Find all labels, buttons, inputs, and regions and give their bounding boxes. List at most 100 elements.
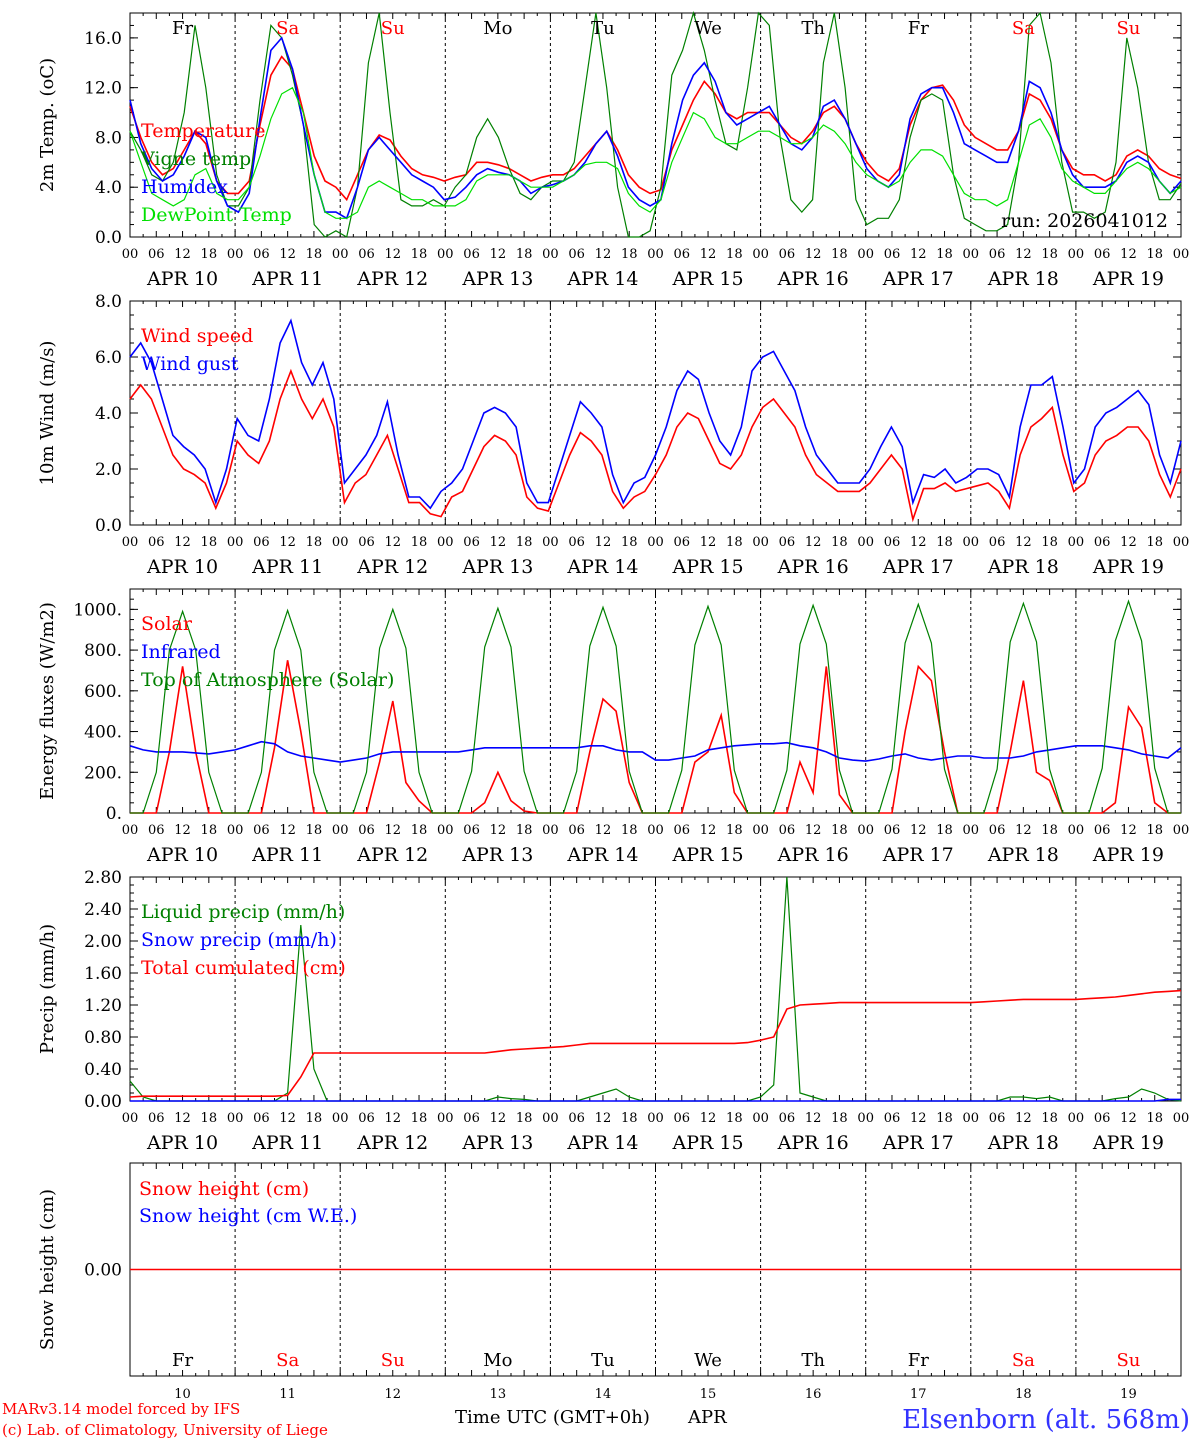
hour-label: 18 bbox=[936, 1111, 953, 1126]
weekday-label-bottom: Su bbox=[381, 1350, 405, 1371]
hour-label: 18 bbox=[516, 823, 533, 838]
hour-label: 12 bbox=[174, 247, 191, 262]
hour-label: 00 bbox=[1068, 1111, 1085, 1126]
day-label: APR 10 bbox=[146, 268, 218, 290]
day-label: APR 16 bbox=[777, 844, 849, 866]
weekday-label-bottom: Mo bbox=[483, 1350, 512, 1371]
hour-label: 00 bbox=[1068, 823, 1085, 838]
hour-label: 06 bbox=[463, 535, 480, 550]
y-tick-label: 2.0 bbox=[95, 460, 122, 480]
hour-label: 06 bbox=[1094, 247, 1111, 262]
day-label: APR 13 bbox=[461, 844, 533, 866]
day-number-label: 10 bbox=[174, 1387, 191, 1402]
hour-label: 06 bbox=[358, 823, 375, 838]
hour-label: 06 bbox=[989, 1111, 1006, 1126]
hour-label: 12 bbox=[384, 823, 401, 838]
legend-entry: Infrared bbox=[141, 641, 221, 663]
hour-label: 12 bbox=[700, 1111, 717, 1126]
y-tick-label: 6.0 bbox=[95, 348, 122, 368]
day-number-label: 17 bbox=[910, 1387, 927, 1402]
hour-label: 06 bbox=[358, 535, 375, 550]
hour-label: 00 bbox=[332, 247, 349, 262]
hour-label: 00 bbox=[1173, 823, 1190, 838]
day-label: APR 12 bbox=[356, 556, 428, 578]
hour-label: 06 bbox=[568, 535, 585, 550]
day-label: APR 19 bbox=[1092, 844, 1164, 866]
day-label: APR 18 bbox=[987, 268, 1059, 290]
day-label: APR 14 bbox=[566, 556, 638, 578]
day-label: APR 11 bbox=[251, 844, 323, 866]
y-tick-label: 16.0 bbox=[84, 29, 122, 49]
hour-label: 18 bbox=[306, 535, 323, 550]
hour-label: 06 bbox=[989, 247, 1006, 262]
day-label: APR 16 bbox=[777, 556, 849, 578]
y-tick-label: 0.00 bbox=[84, 1261, 122, 1281]
hour-label: 06 bbox=[463, 1111, 480, 1126]
day-label: APR 13 bbox=[461, 556, 533, 578]
hour-label: 06 bbox=[884, 247, 901, 262]
day-label: APR 11 bbox=[251, 556, 323, 578]
hour-label: 12 bbox=[805, 247, 822, 262]
day-number-label: 19 bbox=[1120, 1387, 1137, 1402]
hour-label: 00 bbox=[963, 247, 980, 262]
weekday-label-top: Sa bbox=[1012, 18, 1035, 39]
plot-frame bbox=[129, 588, 1182, 814]
hour-label: 00 bbox=[332, 1111, 349, 1126]
hour-label: 12 bbox=[805, 823, 822, 838]
y-tick-label: 600. bbox=[84, 682, 122, 702]
hour-label: 06 bbox=[884, 1111, 901, 1126]
hour-label: 18 bbox=[1041, 823, 1058, 838]
series-line bbox=[129, 740, 1182, 763]
hour-label: 12 bbox=[700, 823, 717, 838]
legend-entry: Snow height (cm) bbox=[139, 1178, 309, 1200]
day-label: APR 19 bbox=[1092, 268, 1164, 290]
day-number-label: 11 bbox=[279, 1387, 296, 1402]
hour-label: 06 bbox=[568, 247, 585, 262]
day-label: APR 16 bbox=[777, 268, 849, 290]
hour-label: 18 bbox=[1146, 823, 1163, 838]
y-tick-label: 8.0 bbox=[95, 292, 122, 312]
series-line bbox=[129, 368, 1182, 523]
hour-label: 18 bbox=[411, 247, 428, 262]
hour-label: 12 bbox=[700, 247, 717, 262]
day-label: APR 13 bbox=[461, 1132, 533, 1154]
hour-label: 00 bbox=[752, 1111, 769, 1126]
hour-label: 00 bbox=[963, 823, 980, 838]
panel-1: 0.0 4.0 8.0 12.0 16.0 2m Temp. (oC) Temperatur… bbox=[37, 10, 1190, 290]
day-label: APR 10 bbox=[146, 1132, 218, 1154]
hour-label: 18 bbox=[726, 535, 743, 550]
y-tick-label: 0.80 bbox=[84, 1028, 122, 1048]
hour-label: 12 bbox=[174, 823, 191, 838]
hour-label: 18 bbox=[936, 823, 953, 838]
day-label: APR 12 bbox=[356, 1132, 428, 1154]
panel-4: 0.00 0.40 0.80 1.20 1.60 2.00 2.40 2.80 Precip (… bbox=[37, 868, 1189, 1154]
hour-label: 12 bbox=[279, 1111, 296, 1126]
legend-entry: DewPoint Temp bbox=[141, 204, 292, 226]
weekday-label-top: Fr bbox=[172, 18, 193, 39]
hour-label: 06 bbox=[884, 823, 901, 838]
hour-label: 00 bbox=[752, 535, 769, 550]
hour-label: 06 bbox=[148, 1111, 165, 1126]
hour-label: 06 bbox=[463, 823, 480, 838]
hour-label: 18 bbox=[306, 1111, 323, 1126]
day-label: APR 15 bbox=[672, 1132, 744, 1154]
hour-label: 18 bbox=[1146, 535, 1163, 550]
legend-entry: Wind gust bbox=[141, 353, 239, 375]
hour-label: 12 bbox=[174, 535, 191, 550]
day-label: APR 17 bbox=[882, 1132, 954, 1154]
hour-label: 00 bbox=[1173, 247, 1190, 262]
y-tick-label: 0.40 bbox=[84, 1060, 122, 1080]
weekday-label-top: Tu bbox=[591, 18, 615, 39]
y-tick-label: 0.0 bbox=[95, 228, 122, 248]
hour-label: 00 bbox=[437, 535, 454, 550]
hour-label: 00 bbox=[647, 823, 664, 838]
legend-entry: Humidex bbox=[141, 176, 228, 198]
series-line bbox=[129, 989, 1182, 1098]
day-label: APR 19 bbox=[1092, 1132, 1164, 1154]
day-label: APR 14 bbox=[566, 1132, 638, 1154]
day-number-label: 12 bbox=[384, 1387, 401, 1402]
y-tick-label: 0.0 bbox=[95, 516, 122, 536]
hour-label: 18 bbox=[1146, 1111, 1163, 1126]
hour-label: 12 bbox=[910, 535, 927, 550]
